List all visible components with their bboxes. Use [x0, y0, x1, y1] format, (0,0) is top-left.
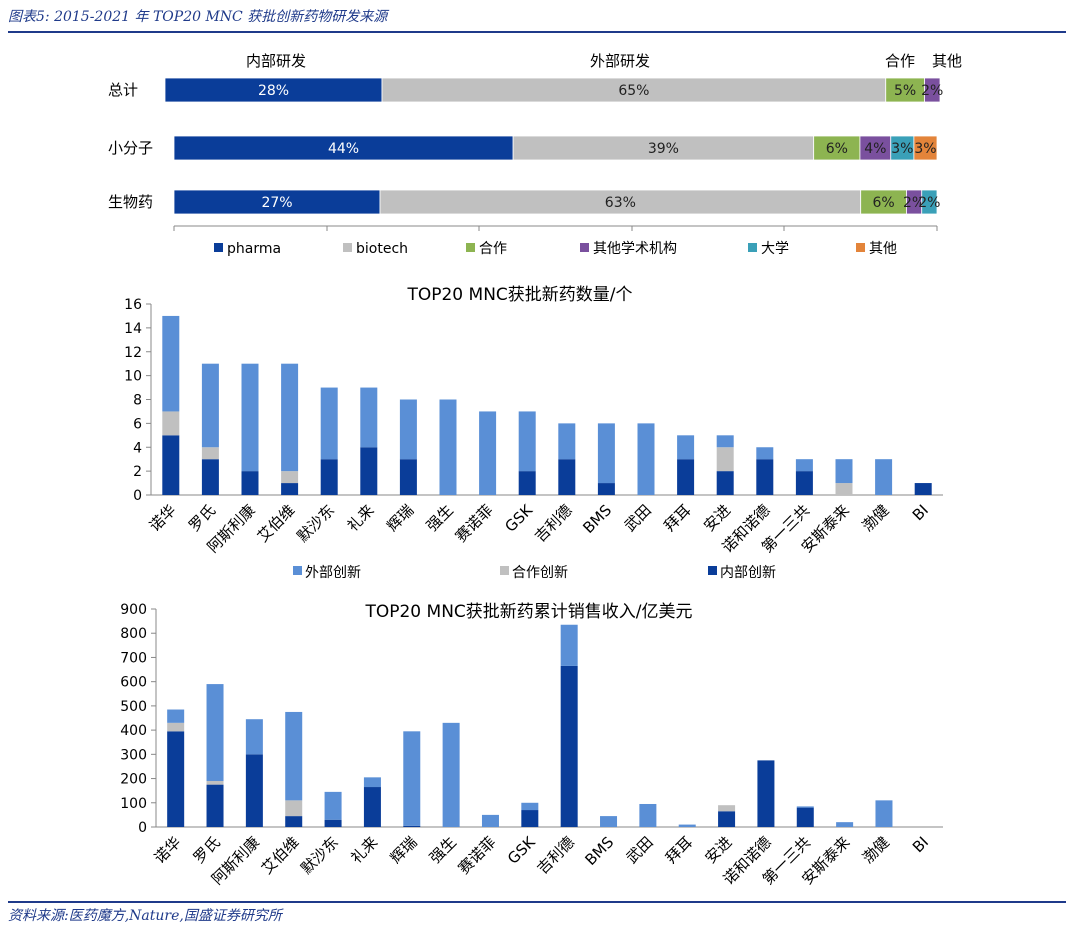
data-label: 65% — [618, 83, 649, 99]
legend-label: 合作 — [479, 241, 507, 257]
legend-label: 其他 — [869, 241, 897, 257]
legend-label: pharma — [227, 241, 281, 257]
group-label: 合作 — [885, 52, 915, 70]
legend-label: 大学 — [761, 241, 789, 257]
legend-swatch — [856, 243, 865, 252]
data-label: 3% — [891, 141, 913, 157]
data-label: 6% — [826, 141, 848, 157]
data-label: 2% — [903, 195, 925, 211]
legend-label: 其他学术机构 — [593, 241, 677, 257]
header-rule — [8, 31, 1066, 33]
legend-swatch — [748, 243, 757, 252]
bar-segment — [924, 77, 941, 103]
data-label: 2% — [918, 195, 940, 211]
bar-segment — [885, 77, 925, 103]
bar-segment — [164, 77, 383, 103]
data-label: 2% — [921, 83, 943, 99]
bar-segment — [921, 189, 938, 215]
group-label: 内部研发 — [246, 52, 306, 70]
source-note: 资料来源:医药魔方,Nature,国盛证券研究所 — [8, 908, 282, 924]
legend-label: biotech — [356, 241, 408, 257]
legend-swatch — [580, 243, 589, 252]
group-label: 其他 — [932, 52, 962, 70]
data-label: 6% — [872, 195, 894, 211]
data-label: 44% — [328, 141, 359, 157]
data-label: 3% — [914, 141, 936, 157]
data-label: 28% — [258, 83, 289, 99]
data-label: 63% — [605, 195, 636, 211]
bar-segment — [859, 135, 892, 161]
bar-segment — [379, 189, 862, 215]
legend-swatch — [343, 243, 352, 252]
figure-title: 图表5: 2015-2021 年 TOP20 MNC 获批创新药物研发来源 — [8, 9, 388, 25]
row-label: 小分子 — [108, 139, 153, 157]
data-label: 39% — [648, 141, 679, 157]
row-label: 生物药 — [108, 193, 153, 211]
footer-rule — [8, 901, 1066, 903]
data-label: 4% — [864, 141, 886, 157]
legend-swatch — [466, 243, 475, 252]
bar-segment — [913, 135, 938, 161]
data-label: 5% — [894, 83, 916, 99]
data-label: 27% — [261, 195, 292, 211]
row-label: 总计 — [108, 81, 138, 99]
bar-segment — [381, 77, 887, 103]
legend-swatch — [214, 243, 223, 252]
group-label: 外部研发 — [590, 52, 650, 70]
bar-segment — [512, 135, 815, 161]
